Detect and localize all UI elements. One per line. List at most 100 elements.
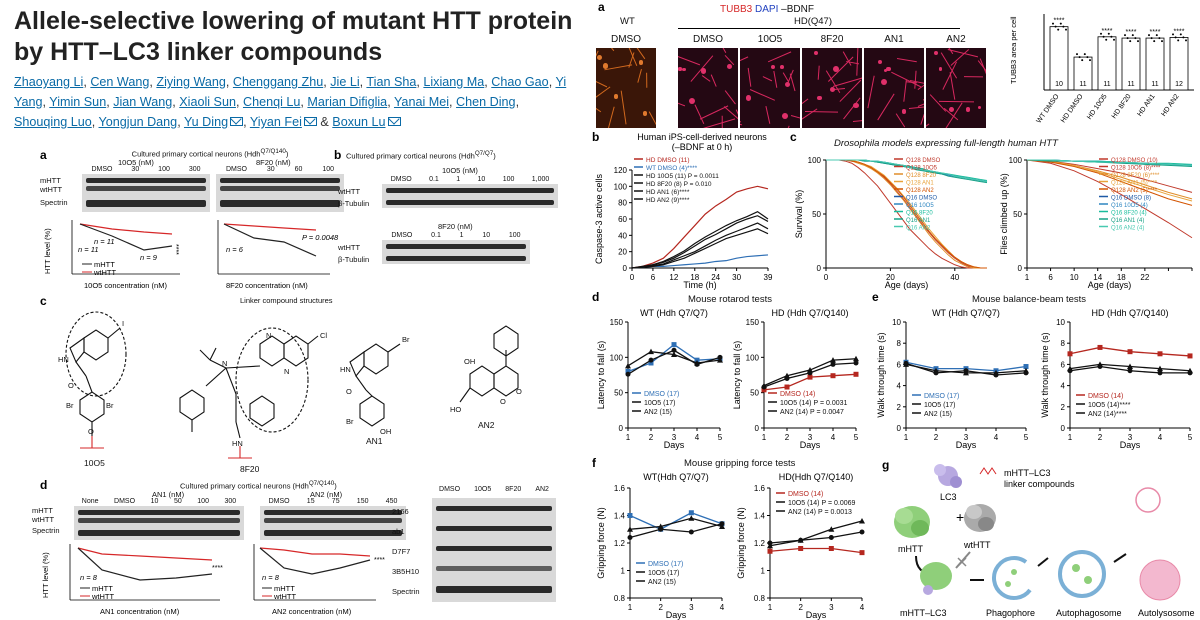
series-line [769, 547, 863, 554]
data-point [627, 526, 633, 532]
author-link[interactable]: Marian Difiglia [307, 95, 388, 109]
series-line [826, 159, 987, 269]
left-panel-b: b Cultured primary cortical neurons (Hdh… [334, 148, 574, 284]
blot1-lanes: DMSO 30 100 300 [82, 166, 210, 173]
y-tick-label: 100 [808, 156, 822, 165]
data-point [1062, 25, 1065, 28]
author-link[interactable]: Shouqing Luo [14, 115, 92, 129]
y-axis-label: HTT level (%) [41, 552, 50, 598]
n-label: n = 9 [140, 253, 158, 262]
y-tick-label: 0.8 [614, 594, 626, 603]
data-point [1185, 39, 1187, 42]
svg-text:O: O [346, 387, 352, 396]
author-link[interactable]: Yanai Mei [393, 95, 450, 109]
plus-sign: + [956, 509, 964, 525]
chart-title: HD (Hdh Q7/Q140) [1091, 308, 1168, 318]
data-point [1086, 56, 1089, 59]
author-link[interactable]: Chenggang Zhu [232, 75, 324, 89]
lysosome-icon [1135, 487, 1161, 513]
micrograph-label: 8F20 [820, 34, 844, 45]
bar-n: 12 [1175, 81, 1183, 88]
y-tick-label: 1 [621, 567, 626, 576]
x-tick-label: 1 [1068, 433, 1073, 442]
blot2-lanes: DMSO 15 75 150 450 [260, 498, 406, 505]
data-point [627, 535, 633, 540]
author-link[interactable]: Cen Wang [90, 75, 150, 89]
author-link[interactable]: Jie Li [330, 75, 360, 89]
author-link[interactable]: Yu Ding [183, 115, 229, 129]
data-point [807, 370, 813, 376]
svg-text:O: O [68, 381, 74, 390]
author-link[interactable]: Yimin Sun [49, 95, 107, 109]
lc3-protein-icon [934, 464, 962, 488]
data-point [1054, 25, 1057, 28]
author-link[interactable]: Yiyan Fei [249, 115, 302, 129]
y-tick-label: 1.6 [754, 484, 766, 493]
author-link[interactable]: Chen Ding [456, 95, 516, 109]
panel-caption: Mouse gripping force tests [684, 458, 796, 469]
chart-title: WT (Hdh Q7/Q7) [932, 308, 1000, 318]
legend-label: Q128 DMSO [906, 158, 941, 164]
panel-label: e [872, 290, 879, 304]
author-link[interactable]: Boxun Lu [332, 115, 386, 129]
legend-label: AN2 (15) [644, 409, 672, 416]
western-blot-1 [382, 184, 558, 208]
author-link[interactable]: Lixiang Ma [423, 75, 485, 89]
y-axis-label: Flies climbed up (%) [999, 173, 1009, 255]
y-tick-label: 100 [610, 353, 624, 362]
right-panel-d: d Mouse rotarod tests 0 50 100 150 1 2 3 4 5 Days… [592, 290, 864, 450]
legend-label: Q16 DMSO [906, 196, 937, 202]
author-link[interactable]: Ziying Wang [156, 75, 226, 89]
legend-mhtt: mHTT [92, 584, 113, 593]
legend-label: 10O5 (14)**** [1088, 402, 1131, 409]
panel-caption: Drosophila models expressing full-length… [834, 138, 1058, 149]
panel-label: g [882, 458, 890, 472]
author-link[interactable]: Jian Wang [113, 95, 173, 109]
legend-label: AN2 (14) P = 0.0047 [780, 409, 844, 416]
author-link[interactable]: Yongjun Dang [98, 115, 178, 129]
legend-label: Q16 DMSO (8) [1111, 196, 1151, 202]
author-link[interactable]: Xiaoli Sun [179, 95, 236, 109]
autophagy-schematic: mHTT–LC3 linker compounds LC3 + mHTT wtH… [894, 464, 1195, 618]
data-point [717, 354, 723, 360]
western-blot-2 [216, 174, 344, 212]
author-link[interactable]: Zhaoyang Li [14, 75, 84, 89]
data-point [830, 373, 836, 379]
legend-label: 10O5 (14) P = 0.0031 [780, 400, 847, 407]
email-icon[interactable] [387, 117, 401, 126]
autophagosome-icon [1058, 550, 1106, 598]
compound-name: AN1 [366, 436, 383, 446]
stage-label: Autophagosome [1056, 608, 1122, 618]
mhtt-label: mHTT [898, 544, 923, 554]
bar-category: WT DMSO [1036, 93, 1061, 125]
series-line [1026, 159, 1193, 167]
data-point [627, 513, 633, 518]
y-axis-label: Walk through time (s) [1040, 332, 1050, 417]
lane-label: DMSO [114, 498, 136, 505]
author-link[interactable]: Tian Sha [366, 75, 417, 89]
x-axis-label: 10O5 concentration (nM) [84, 281, 167, 290]
author-separator: & [320, 115, 329, 129]
rotarod-wt-chart: 0 50 100 150 1 2 3 4 5 Days Latency to fall (s) WT … [596, 308, 723, 450]
n-label: n = 11 [94, 237, 115, 246]
bar-n: 11 [1151, 81, 1158, 88]
data-point [648, 357, 654, 363]
author-link[interactable]: Yi Yang [14, 75, 567, 109]
micrograph-row: DMSO DMSO 10O5 8F20 AN1 AN2 [596, 34, 986, 128]
author-link[interactable]: Chao Gao [491, 75, 549, 89]
data-point [1078, 56, 1081, 59]
lane-label: 75 [331, 498, 340, 505]
author-link[interactable]: Chenqi Lu [242, 95, 301, 109]
panel-label: a [40, 148, 47, 162]
row-label: Spectrin [32, 526, 60, 535]
data-point [1059, 22, 1062, 25]
email-icon[interactable] [230, 117, 244, 126]
email-icon[interactable] [303, 117, 317, 126]
legend-label: AN2 (15) [924, 411, 952, 418]
data-point [671, 351, 677, 358]
legend-label: HD 8F20 (8) P = 0.010 [646, 181, 712, 188]
data-point [1150, 37, 1153, 40]
caspase3-chart: 0 20 40 60 80 100 120 0 6 12 18 24 30 39 Time (h) Caspa… [594, 132, 773, 290]
legend-label: Q128 AN1 (5)**** [1111, 181, 1158, 187]
